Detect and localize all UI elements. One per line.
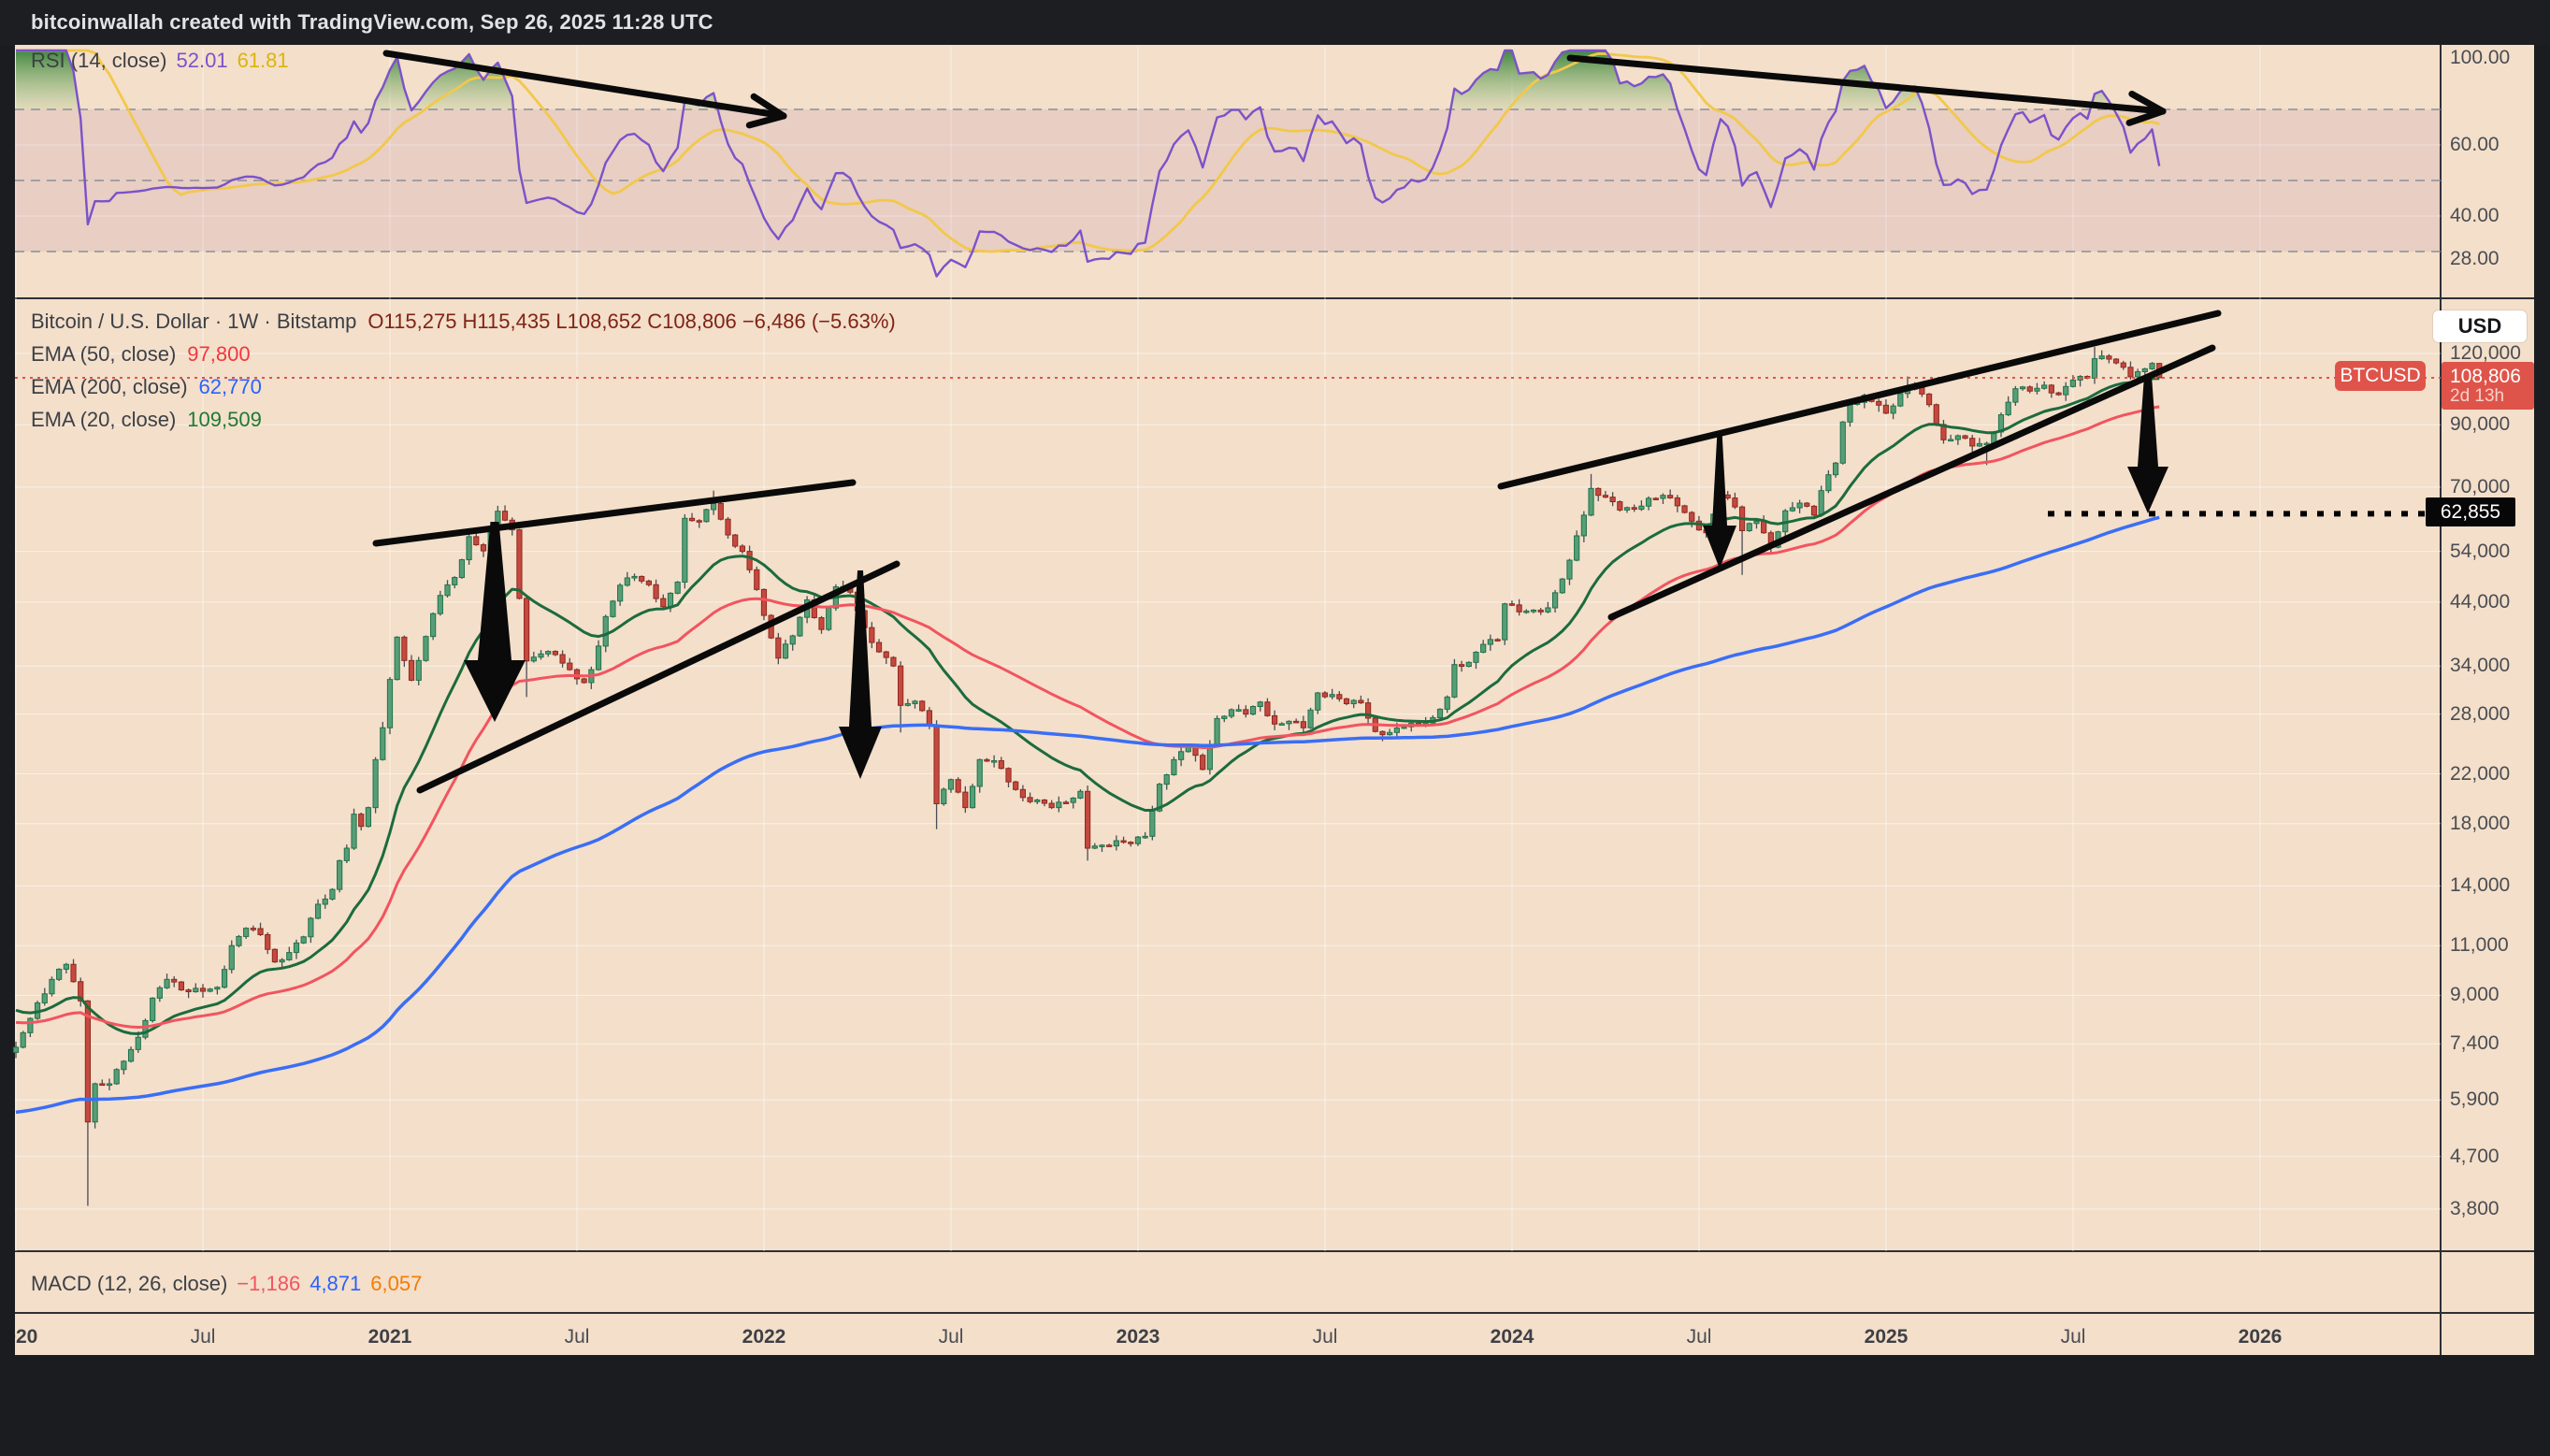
price-tick-label: 28,000 (2450, 702, 2511, 725)
price-tick-label: 11,000 (2450, 934, 2509, 957)
year-tick-label: 2024 (1490, 1326, 1534, 1348)
rsi-ma-value: 61.81 (237, 49, 289, 72)
macd-signal-value: 4,871 (310, 1272, 362, 1295)
price-tick-label: 9,000 (2450, 984, 2500, 1006)
month-tick-label: Jul (564, 1326, 590, 1348)
ema50-value: 97,800 (187, 342, 251, 366)
macd-hist-value: 6,057 (370, 1272, 423, 1295)
symbol-title: Bitcoin / U.S. Dollar · 1W · Bitstamp (31, 310, 357, 333)
time-axis[interactable]: 2020 Jul 2021 Jul 2022 Jul 2023 Jul 2024 Jul 2025 J… (15, 1320, 2439, 1354)
month-tick-label: Jul (2060, 1326, 2086, 1348)
rsi-tick-label: 100.00 (2450, 47, 2511, 68)
rsi-value: 52.01 (176, 49, 228, 72)
support-level-badge: 62,855 (2426, 497, 2515, 526)
month-tick-label: Jul (938, 1326, 964, 1348)
price-tick-label: 22,000 (2450, 762, 2511, 785)
rsi-label: RSI (14, close) (31, 49, 167, 72)
price-tick-label: 70,000 (2450, 475, 2511, 497)
price-tick-label: 90,000 (2450, 413, 2511, 436)
ohlc-values: O115,275 H115,435 L108,652 C108,806 −6,4… (367, 310, 896, 333)
ema20-label: EMA (20, close) (31, 408, 177, 431)
month-tick-label: Jul (1686, 1326, 1712, 1348)
rsi-legend: RSI (14, close) 52.01 61.81 (31, 49, 289, 73)
year-tick-label: 2023 (1116, 1326, 1160, 1348)
rsi-tick-label: 60.00 (2450, 134, 2500, 155)
last-price-value: 108,806 (2450, 365, 2521, 387)
price-tick-label: 3,800 (2450, 1197, 2500, 1219)
last-price-badge: 108,806 2d 13h (2442, 362, 2534, 410)
macd-value: −1,186 (237, 1272, 301, 1295)
price-tick-label: 7,400 (2450, 1032, 2500, 1055)
macd-label: MACD (12, 26, close) (31, 1272, 228, 1295)
macd-legend: MACD (12, 26, close) −1,186 4,871 6,057 (31, 1272, 422, 1296)
price-tick-label: 120,000 (2450, 342, 2521, 364)
header-bar: bitcoinwallah created with TradingView.c… (0, 0, 2550, 45)
ema200-label: EMA (200, close) (31, 375, 188, 398)
year-tick-label: 2026 (2238, 1326, 2283, 1348)
symbol-price-tag: BTCUSD (2335, 361, 2426, 391)
price-tick-label: 18,000 (2450, 812, 2511, 834)
month-tick-label: Jul (1312, 1326, 1338, 1348)
year-tick-label: 2022 (742, 1326, 786, 1348)
bar-countdown: 2d 13h (2450, 385, 2505, 406)
footer-bar: TradingView (0, 1355, 2550, 1456)
symbol-row: Bitcoin / U.S. Dollar · 1W · Bitstamp O1… (31, 310, 896, 334)
rsi-tick-label: 28.00 (2450, 248, 2500, 269)
header-title: bitcoinwallah created with TradingView.c… (31, 10, 713, 34)
currency-toggle-button[interactable]: USD (2433, 310, 2527, 342)
price-tick-label: 34,000 (2450, 655, 2511, 677)
ema50-label: EMA (50, close) (31, 342, 177, 366)
price-tick-label: 44,000 (2450, 590, 2511, 613)
ema20-value: 109,509 (187, 408, 262, 431)
price-tick-label: 4,700 (2450, 1145, 2500, 1167)
symbol-legend: Bitcoin / U.S. Dollar · 1W · Bitstamp O1… (31, 310, 896, 432)
price-tick-label: 5,900 (2450, 1088, 2500, 1111)
ema50-row: EMA (50, close) 97,800 (31, 342, 251, 367)
price-tick-label: 54,000 (2450, 540, 2511, 562)
ema200-row: EMA (200, close) 62,770 (31, 375, 262, 399)
month-tick-label: Jul (190, 1326, 216, 1348)
price-tick-label: 14,000 (2450, 874, 2511, 897)
ema200-value: 62,770 (198, 375, 262, 398)
year-tick-label: 2020 (15, 1326, 38, 1348)
rsi-tick-label: 40.00 (2450, 205, 2500, 226)
year-tick-label: 2025 (1864, 1326, 1909, 1348)
year-tick-label: 2021 (367, 1326, 412, 1348)
ema20-row: EMA (20, close) 109,509 (31, 408, 262, 432)
